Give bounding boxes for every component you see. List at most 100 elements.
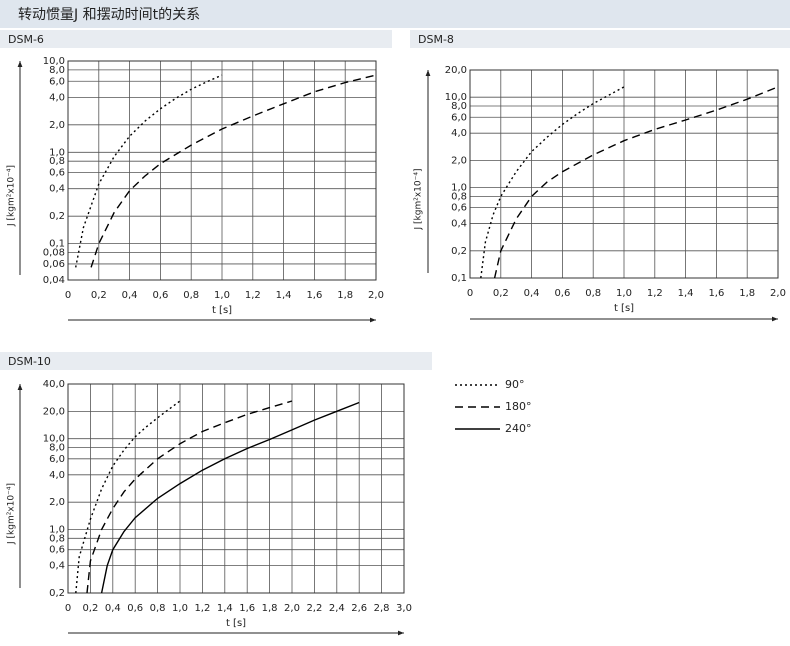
y-tick-label: 2,0 <box>49 497 65 508</box>
page-title: 转动惯量J 和摆动时间t的关系 <box>18 6 200 23</box>
x-tick-label: 0,6 <box>554 288 570 299</box>
y-tick-label: 20,0 <box>445 65 467 76</box>
x-tick-label: 1,0 <box>172 603 188 614</box>
legend-label: 240° <box>505 422 532 435</box>
chart-title-bar <box>0 352 432 370</box>
y-tick-label: 6,0 <box>49 76 65 87</box>
x-tick-label: 2,0 <box>770 288 786 299</box>
y-tick-label: 1,0 <box>451 183 467 194</box>
y-axis-label: J [kgm²x10⁻⁴] <box>7 165 17 227</box>
x-tick-label: 1,4 <box>217 603 233 614</box>
x-tick-label: 2,8 <box>374 603 390 614</box>
y-tick-label: 6,0 <box>451 112 467 123</box>
y-tick-label: 40,0 <box>43 379 65 390</box>
curve <box>75 400 181 594</box>
y-tick-label: 1,0 <box>49 525 65 536</box>
y-tick-label: 0,08 <box>43 248 65 259</box>
x-tick-label: 0,8 <box>183 290 199 301</box>
x-tick-label: 1,6 <box>239 603 255 614</box>
y-tick-label: 10,0 <box>43 434 65 445</box>
x-tick-label: 1,8 <box>337 290 353 301</box>
y-tick-label: 10,0 <box>43 56 65 67</box>
curve <box>493 86 779 279</box>
x-axis-label: t [s] <box>226 618 246 629</box>
y-tick-label: 2,0 <box>49 120 65 131</box>
x-tick-label: 1,0 <box>214 290 230 301</box>
x-tick-label: 1,0 <box>616 288 632 299</box>
legend-label: 90° <box>505 378 525 391</box>
x-tick-label: 1,2 <box>245 290 261 301</box>
y-tick-label: 0,4 <box>49 184 65 195</box>
curve <box>90 74 377 268</box>
y-tick-label: 0,6 <box>49 545 65 556</box>
y-tick-label: 8,0 <box>451 101 467 112</box>
y-tick-label: 0,6 <box>451 203 467 214</box>
x-tick-label: 0 <box>65 603 71 614</box>
x-tick-label: 2,0 <box>368 290 384 301</box>
y-tick-label: 0,1 <box>451 273 467 284</box>
y-tick-label: 0,2 <box>49 588 65 599</box>
y-tick-label: 6,0 <box>49 454 65 465</box>
x-tick-label: 2,0 <box>284 603 300 614</box>
x-tick-label: 2,4 <box>329 603 345 614</box>
y-tick-label: 8,0 <box>49 442 65 453</box>
y-tick-label: 0,4 <box>49 561 65 572</box>
plot-border <box>469 69 779 279</box>
chart-title: DSM-8 <box>418 33 454 46</box>
y-tick-label: 0,04 <box>43 275 65 286</box>
x-tick-label: 1,4 <box>276 290 292 301</box>
curve <box>100 401 360 594</box>
curve <box>75 74 223 268</box>
x-tick-label: 0 <box>467 288 473 299</box>
x-tick-label: 1,8 <box>262 603 278 614</box>
x-tick-label: 1,2 <box>194 603 210 614</box>
legend-label: 180° <box>505 400 532 413</box>
x-tick-label: 0,4 <box>122 290 138 301</box>
y-tick-label: 0,8 <box>49 533 65 544</box>
y-tick-label: 0,2 <box>451 246 467 257</box>
plot-border <box>67 383 405 594</box>
y-tick-label: 0,6 <box>49 168 65 179</box>
y-tick-label: 0,8 <box>451 191 467 202</box>
curve <box>86 400 293 594</box>
x-axis-label: t [s] <box>614 303 634 314</box>
x-tick-label: 0,4 <box>105 603 121 614</box>
header-bar <box>0 0 790 28</box>
x-axis-label: t [s] <box>212 305 232 316</box>
y-tick-label: 10,0 <box>445 92 467 103</box>
y-tick-label: 4,0 <box>49 470 65 481</box>
y-tick-label: 4,0 <box>451 128 467 139</box>
x-tick-label: 0,2 <box>82 603 98 614</box>
x-tick-label: 1,4 <box>678 288 694 299</box>
y-tick-label: 0,8 <box>49 156 65 167</box>
y-tick-label: 0,4 <box>451 219 467 230</box>
y-tick-label: 1,0 <box>49 147 65 158</box>
x-tick-label: 1,6 <box>306 290 322 301</box>
chart-title: DSM-6 <box>8 33 44 46</box>
y-tick-label: 0,06 <box>43 259 65 270</box>
y-tick-label: 0,2 <box>49 211 65 222</box>
x-tick-label: 0,6 <box>127 603 143 614</box>
x-tick-label: 2,2 <box>306 603 322 614</box>
curve <box>480 86 625 279</box>
y-tick-label: 4,0 <box>49 92 65 103</box>
chart-title-bar <box>0 30 392 48</box>
y-axis-label: J [kgm²x10⁻⁴] <box>7 483 17 545</box>
x-tick-label: 0,2 <box>91 290 107 301</box>
y-tick-label: 8,0 <box>49 65 65 76</box>
x-tick-label: 0,4 <box>524 288 540 299</box>
y-tick-label: 2,0 <box>451 155 467 166</box>
y-axis-label: J [kgm²x10⁻⁴] <box>414 169 424 231</box>
x-tick-label: 0,8 <box>150 603 166 614</box>
x-tick-label: 2,6 <box>351 603 367 614</box>
plot-border <box>67 60 377 281</box>
x-tick-label: 0,2 <box>493 288 509 299</box>
x-tick-label: 0,8 <box>585 288 601 299</box>
x-tick-label: 1,2 <box>647 288 663 299</box>
chart-title-bar <box>410 30 790 48</box>
y-tick-label: 20,0 <box>43 406 65 417</box>
x-tick-label: 1,6 <box>708 288 724 299</box>
x-tick-label: 0,6 <box>152 290 168 301</box>
chart-title: DSM-10 <box>8 355 51 368</box>
